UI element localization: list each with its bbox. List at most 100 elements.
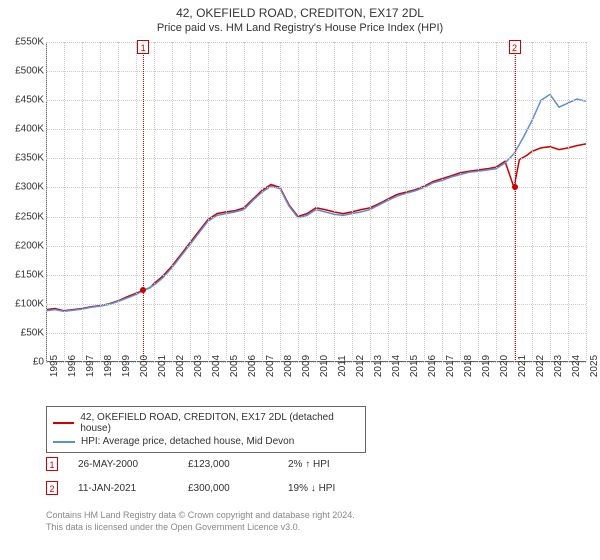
x-tick-label: 2015 [409, 355, 420, 377]
x-tick-label: 2023 [553, 355, 564, 377]
gridline-v [190, 42, 191, 362]
y-tick-label: £150K [15, 269, 44, 280]
sale-marker-box: 1 [137, 40, 149, 54]
sale-marker-line [515, 42, 516, 362]
x-tick-label: 2019 [481, 355, 492, 377]
legend-item: HPI: Average price, detached house, Mid … [53, 435, 359, 448]
gridline-v [64, 42, 65, 362]
x-tick-label: 2002 [175, 355, 186, 377]
x-tick-label: 2017 [445, 355, 456, 377]
x-tick-label: 2016 [427, 355, 438, 377]
x-tick-label: 1998 [103, 355, 114, 377]
gridline-v [586, 42, 587, 362]
x-tick-label: 1997 [85, 355, 96, 377]
sale-delta: 19% ↓ HPI [288, 483, 398, 494]
x-tick-label: 2000 [139, 355, 150, 377]
gridline-v [406, 42, 407, 362]
gridline-v [136, 42, 137, 362]
sale-date: 26-MAY-2000 [78, 459, 188, 470]
x-tick-label: 2014 [391, 355, 402, 377]
gridline-v [100, 42, 101, 362]
gridline-v [460, 42, 461, 362]
x-tick-label: 2010 [319, 355, 330, 377]
y-tick-label: £350K [15, 153, 44, 164]
x-tick-label: 2020 [499, 355, 510, 377]
y-tick-label: £300K [15, 182, 44, 193]
chart-container: 42, OKEFIELD ROAD, CREDITON, EX17 2DL Pr… [0, 0, 600, 560]
gridline-v [262, 42, 263, 362]
sale-date: 11-JAN-2021 [78, 483, 188, 494]
x-tick-label: 2012 [355, 355, 366, 377]
gridline-v [208, 42, 209, 362]
gridline-v [280, 42, 281, 362]
gridline-v [532, 42, 533, 362]
x-tick-label: 2022 [535, 355, 546, 377]
legend: 42, OKEFIELD ROAD, CREDITON, EX17 2DL (d… [46, 406, 366, 453]
sale-marker-box: 2 [509, 40, 521, 54]
x-tick-label: 2024 [571, 355, 582, 377]
x-tick-label: 2006 [247, 355, 258, 377]
x-tick-label: 2021 [517, 355, 528, 377]
gridline-v [496, 42, 497, 362]
gridline-v [172, 42, 173, 362]
chart-title: 42, OKEFIELD ROAD, CREDITON, EX17 2DL [0, 0, 600, 20]
x-tick-label: 1996 [67, 355, 78, 377]
sale-price: £300,000 [188, 483, 288, 494]
legend-item: 42, OKEFIELD ROAD, CREDITON, EX17 2DL (d… [53, 411, 359, 435]
gridline-v [82, 42, 83, 362]
sales-table: 1 26-MAY-2000£123,0002% ↑ HPI 2 11-JAN-2021… [46, 452, 398, 500]
gridline-v [568, 42, 569, 362]
gridline-v [244, 42, 245, 362]
x-tick-label: 2005 [229, 355, 240, 377]
legend-swatch [53, 441, 75, 443]
plot-area: 12 [46, 42, 586, 362]
x-tick-label: 2011 [337, 355, 348, 377]
footer-line2: This data is licensed under the Open Gov… [46, 522, 355, 534]
gridline-v [298, 42, 299, 362]
x-tick-label: 1995 [49, 355, 60, 377]
gridline-v [118, 42, 119, 362]
sale-marker-line [143, 42, 144, 362]
x-tick-label: 2018 [463, 355, 474, 377]
legend-label: HPI: Average price, detached house, Mid … [81, 436, 294, 447]
y-tick-label: £400K [15, 124, 44, 135]
x-tick-label: 2003 [193, 355, 204, 377]
gridline-v [478, 42, 479, 362]
sale-delta: 2% ↑ HPI [288, 459, 398, 470]
gridline-v [352, 42, 353, 362]
sales-row: 2 11-JAN-2021£300,00019% ↓ HPI [46, 476, 398, 500]
legend-label: 42, OKEFIELD ROAD, CREDITON, EX17 2DL (d… [80, 412, 359, 434]
y-tick-label: £250K [15, 211, 44, 222]
sales-row: 1 26-MAY-2000£123,0002% ↑ HPI [46, 452, 398, 476]
chart-subtitle: Price paid vs. HM Land Registry's House … [0, 20, 600, 38]
gridline-v [316, 42, 317, 362]
gridline-v [388, 42, 389, 362]
x-tick-label: 2004 [211, 355, 222, 377]
y-tick-label: £50K [21, 327, 44, 338]
footer-line1: Contains HM Land Registry data © Crown c… [46, 510, 355, 522]
x-tick-label: 2007 [265, 355, 276, 377]
sale-marker-ref: 1 [46, 457, 58, 471]
gridline-v [226, 42, 227, 362]
x-tick-label: 2009 [301, 355, 312, 377]
gridline-v [334, 42, 335, 362]
sale-price: £123,000 [188, 459, 288, 470]
x-tick-label: 2001 [157, 355, 168, 377]
footer-attribution: Contains HM Land Registry data © Crown c… [46, 510, 355, 533]
x-tick-label: 1999 [121, 355, 132, 377]
gridline-v [424, 42, 425, 362]
gridline-v [154, 42, 155, 362]
y-tick-label: £450K [15, 95, 44, 106]
y-tick-label: £550K [15, 37, 44, 48]
gridline-v [550, 42, 551, 362]
sale-marker-dot [512, 184, 518, 190]
gridline-v [370, 42, 371, 362]
y-tick-label: £100K [15, 298, 44, 309]
y-tick-label: £0 [33, 357, 44, 368]
sale-marker-dot [140, 287, 146, 293]
sale-marker-ref: 2 [46, 481, 58, 495]
gridline-v [46, 42, 47, 362]
x-tick-label: 2025 [589, 355, 600, 377]
legend-swatch [53, 422, 74, 424]
y-tick-label: £500K [15, 66, 44, 77]
